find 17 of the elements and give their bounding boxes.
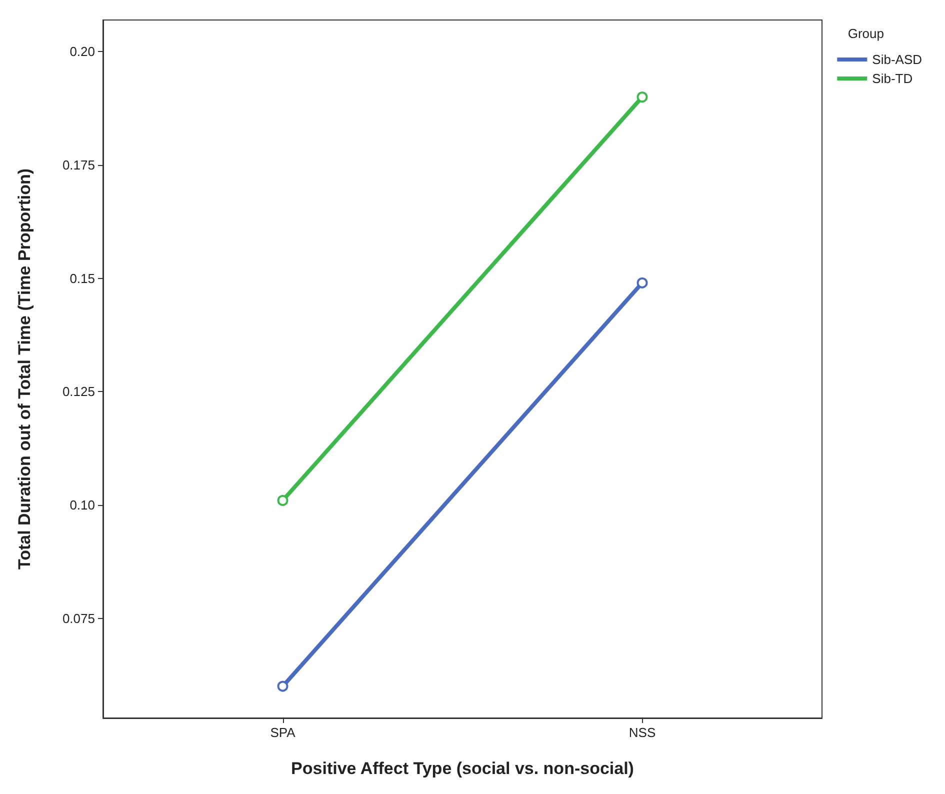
x-tick-label: NSS (628, 725, 656, 740)
y-tick-label: 0.125 (62, 384, 95, 400)
y-tick-label: 0.075 (62, 610, 95, 626)
y-tick-label: 0.10 (70, 497, 95, 512)
point (277, 494, 288, 506)
y-tick-label: 0.15 (70, 270, 95, 286)
x-axis-title: Positive Affect Type (social vs. non-social) (291, 759, 634, 778)
point (636, 277, 648, 288)
y-axis-title: Total Duration out of Total Time (Time Proportion) (15, 168, 34, 570)
legend-title: Group (848, 26, 884, 41)
point (277, 680, 288, 692)
legend-label: Sib-TD (872, 71, 913, 86)
point (636, 92, 648, 103)
legend-label: Sib-ASD (872, 52, 922, 67)
x-tick-label: SPA (270, 725, 296, 740)
y-tick-label: 0.175 (62, 158, 95, 173)
y-tick-label: 0.20 (70, 44, 95, 60)
